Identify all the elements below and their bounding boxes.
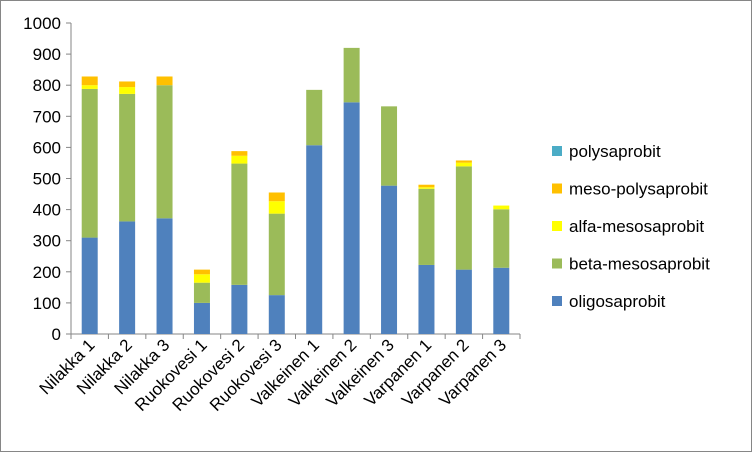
bar-segment-oligosaprobit — [81, 237, 98, 334]
bar-segment-alfa-mesosaprobit — [268, 201, 285, 214]
bar-segment-meso-polysaprobit — [81, 76, 98, 86]
y-tick-label: 200 — [33, 263, 61, 282]
y-tick-label: 1000 — [23, 14, 61, 33]
bar-segment-alfa-mesosaprobit — [81, 85, 98, 89]
y-tick-label: 600 — [33, 138, 61, 157]
bar-segment-alfa-mesosaprobit — [455, 162, 472, 167]
bar-segment-beta-mesosaprobit — [493, 209, 510, 268]
legend-label-polysaprobit: polysaprobit — [569, 142, 661, 161]
bar-segment-alfa-mesosaprobit — [418, 187, 435, 189]
bar-segment-oligosaprobit — [268, 295, 285, 334]
bar-segment-meso-polysaprobit — [455, 160, 472, 163]
legend-swatch-alfa-mesosaprobit — [552, 221, 562, 231]
bar-segment-beta-mesosaprobit — [343, 47, 360, 103]
y-tick-label: 700 — [33, 107, 61, 126]
bar-segment-beta-mesosaprobit — [193, 282, 210, 303]
bar-segment-meso-polysaprobit — [119, 81, 136, 88]
bar-segment-meso-polysaprobit — [231, 151, 248, 156]
bar-segment-beta-mesosaprobit — [455, 166, 472, 270]
bar-segment-beta-mesosaprobit — [306, 89, 323, 146]
legend-label-alfa-mesosaprobit: alfa-mesosaprobit — [569, 217, 704, 236]
bar-segment-beta-mesosaprobit — [381, 106, 398, 186]
bar-segment-alfa-mesosaprobit — [231, 155, 248, 164]
legend-label-oligosaprobit: oligosaprobit — [569, 292, 666, 311]
bar-segment-alfa-mesosaprobit — [119, 87, 136, 94]
legend-swatch-polysaprobit — [552, 146, 562, 156]
bar-segment-beta-mesosaprobit — [81, 88, 98, 238]
bar-segment-beta-mesosaprobit — [268, 213, 285, 296]
legend-swatch-beta-mesosaprobit — [552, 258, 562, 269]
bar-segment-oligosaprobit — [343, 102, 360, 335]
bar-segment-oligosaprobit — [381, 185, 398, 334]
bar-segment-alfa-mesosaprobit — [493, 205, 510, 210]
y-tick-label: 500 — [33, 170, 61, 189]
legend-label-beta-mesosaprobit: beta-mesosaprobit — [569, 255, 710, 274]
legend-label-meso-polysaprobit: meso-polysaprobit — [569, 180, 708, 199]
bar-segment-beta-mesosaprobit — [231, 163, 248, 285]
bar-segment-oligosaprobit — [156, 218, 173, 334]
bar-segment-meso-polysaprobit — [156, 76, 173, 86]
bar-segment-oligosaprobit — [193, 302, 210, 334]
y-tick-label: 900 — [33, 45, 61, 64]
bar-segment-beta-mesosaprobit — [119, 93, 136, 222]
legend: polysaprobit meso-polysaprobit alfa-mesosa… — [552, 142, 710, 311]
bar-segment-oligosaprobit — [306, 145, 323, 334]
y-tick-label: 800 — [33, 76, 61, 95]
legend-swatch-oligosaprobit — [552, 296, 562, 306]
bar-segment-oligosaprobit — [493, 267, 510, 334]
bar-segment-beta-mesosaprobit — [156, 85, 173, 219]
legend-swatch-meso-polysaprobit — [552, 183, 562, 194]
bar-segment-meso-polysaprobit — [193, 269, 210, 275]
bar-segment-beta-mesosaprobit — [418, 188, 435, 265]
bar-segment-oligosaprobit — [455, 269, 472, 334]
bar-segment-oligosaprobit — [418, 264, 435, 334]
y-tick-label: 300 — [33, 232, 61, 251]
bar-segment-meso-polysaprobit — [268, 192, 285, 202]
bar-segment-oligosaprobit — [119, 221, 136, 334]
y-tick-label: 0 — [52, 325, 61, 344]
bar-segment-oligosaprobit — [231, 284, 248, 334]
bar-segment-alfa-mesosaprobit — [193, 274, 210, 283]
y-tick-label: 100 — [33, 294, 61, 313]
bar-segment-meso-polysaprobit — [418, 184, 435, 188]
y-tick-label: 400 — [33, 201, 61, 220]
